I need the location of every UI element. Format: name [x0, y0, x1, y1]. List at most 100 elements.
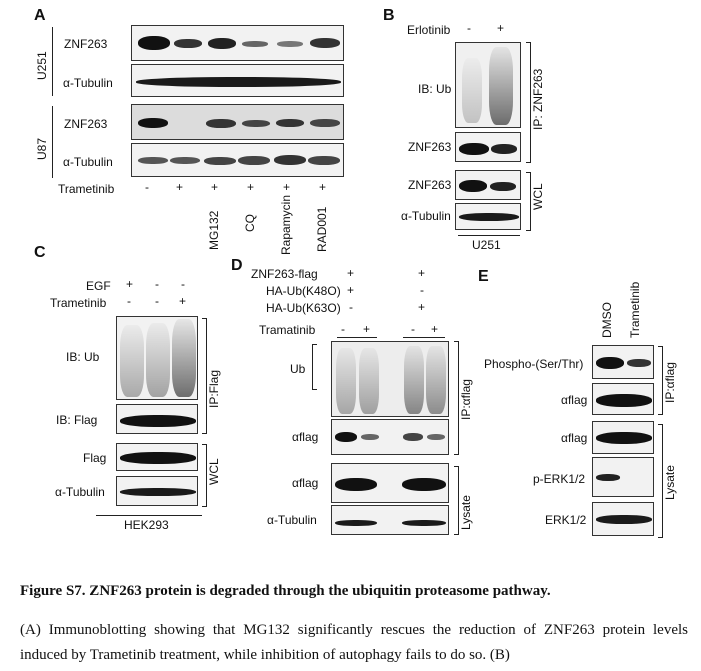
mark-a-1: - — [145, 180, 149, 194]
cond-d-k63: HA-Ub(K63O) — [266, 301, 341, 315]
drug-label-rad001: RAD001 — [315, 207, 329, 252]
blot-a-znf263-u87 — [131, 104, 344, 140]
blot-e-phospho — [592, 345, 654, 379]
panel-a-letter: A — [34, 7, 46, 25]
egf-mark-1: + — [126, 277, 133, 291]
blot-d-flag-ip — [331, 419, 449, 455]
blot-c-tubulin — [116, 476, 198, 506]
mark-a-6: + — [319, 180, 326, 194]
set2-mark-3: + — [418, 300, 425, 314]
wcl-label-c: WCL — [207, 458, 221, 485]
row-label-d-aflag-lysate: αflag — [292, 476, 318, 490]
cell-line-underline-c — [96, 515, 202, 516]
row-label-znf263-u87: ZNF263 — [64, 117, 107, 131]
row-label-c-ibflag: IB: Flag — [56, 413, 97, 427]
wcl-label-b: WCL — [531, 183, 545, 210]
row-label-b-ibub: IB: Ub — [418, 82, 451, 96]
ip-label-b: IP: ZNF263 — [531, 69, 545, 130]
blot-a-tubulin-u87 — [131, 143, 344, 177]
cell-line-u251: U251 — [35, 51, 49, 80]
tram-d-mark-4: + — [431, 322, 438, 336]
mark-a-2: + — [176, 180, 183, 194]
tram-mark-1: - — [127, 294, 131, 308]
cell-line-u87: U87 — [35, 138, 49, 160]
blot-c-ibflag — [116, 404, 198, 434]
blot-d-flag-lysate — [331, 463, 449, 503]
panel-e-letter: E — [478, 268, 489, 286]
figure-caption-body: (A) Immunoblotting showing that MG132 si… — [20, 618, 688, 668]
panel-b-letter: B — [383, 7, 395, 25]
egf-mark-2: - — [155, 277, 159, 291]
tram-mark-3: + — [179, 294, 186, 308]
row-label-e-aflag-ip: αflag — [561, 393, 587, 407]
cell-line-c: HEK293 — [124, 518, 169, 532]
tram-mark-2: - — [155, 294, 159, 308]
column-label-dmso: DMSO — [600, 302, 614, 338]
row-label-e-erk: ERK1/2 — [545, 513, 586, 527]
blot-b-ub — [455, 42, 521, 128]
set2-mark-2: - — [420, 283, 424, 297]
set1-mark-2: + — [347, 283, 354, 297]
tram-underline-d-2 — [403, 337, 445, 338]
row-label-tubulin-u251: α-Tubulin — [63, 76, 113, 90]
u87-bracket — [52, 106, 53, 178]
blot-e-perk — [592, 457, 654, 497]
row-label-c-ibub: IB: Ub — [66, 350, 99, 364]
ip-label-c: IP:Flag — [207, 370, 221, 408]
blot-e-aflag-ip — [592, 383, 654, 415]
trametinib-label-c: Trametinib — [50, 296, 106, 310]
tram-d-mark-2: + — [363, 322, 370, 336]
mark-a-5: + — [283, 180, 290, 194]
column-label-trametinib: Trametinib — [628, 282, 642, 338]
row-label-b-tubulin: α-Tubulin — [401, 209, 451, 223]
ip-label-d: IP:αflag — [459, 379, 473, 420]
cond-d-znf263flag: ZNF263-flag — [251, 267, 318, 281]
lysate-label-d: Lysate — [459, 495, 473, 530]
blot-d-tubulin — [331, 505, 449, 535]
mark-b-1: - — [467, 21, 471, 35]
cell-line-b: U251 — [472, 238, 501, 252]
set1-mark-1: + — [347, 266, 354, 280]
blot-a-tubulin-u251 — [131, 64, 344, 97]
ub-bracket-d — [312, 344, 317, 390]
cond-d-tram: Tramatinib — [259, 323, 315, 337]
row-label-tubulin-u87: α-Tubulin — [63, 155, 113, 169]
mark-b-2: + — [497, 21, 504, 35]
row-label-znf263-u251: ZNF263 — [64, 37, 107, 51]
tram-underline-d-1 — [337, 337, 377, 338]
row-label-e-phospho: Phospho-(Ser/Thr) — [484, 357, 583, 371]
blot-d-ub — [331, 341, 449, 417]
u251-bracket — [52, 27, 53, 96]
row-label-d-ub: Ub — [290, 362, 305, 376]
blot-b-znf263-ip — [455, 132, 521, 162]
erlotinib-label: Erlotinib — [407, 23, 450, 37]
row-label-e-perk: p-ERK1/2 — [533, 472, 585, 486]
row-label-d-tubulin: α-Tubulin — [267, 513, 317, 527]
blot-b-znf263-wcl — [455, 170, 521, 200]
row-label-b-znf263-wcl: ZNF263 — [408, 178, 451, 192]
row-label-c-tubulin: α-Tubulin — [55, 485, 105, 499]
blot-a-znf263-u251 — [131, 25, 344, 61]
panel-c-letter: C — [34, 244, 46, 262]
egf-label-c: EGF — [86, 279, 111, 293]
blot-b-tubulin — [455, 203, 521, 230]
blot-c-flag — [116, 443, 198, 471]
drug-label-rapamycin: Rapamycin — [279, 195, 293, 255]
tram-d-mark-1: - — [341, 322, 345, 336]
set2-mark-1: + — [418, 266, 425, 280]
mark-a-3: + — [211, 180, 218, 194]
lysate-label-e: Lysate — [663, 465, 677, 500]
ip-label-e: IP:αflag — [663, 362, 677, 403]
drug-label-mg132: MG132 — [207, 211, 221, 250]
egf-mark-3: - — [181, 277, 185, 291]
blot-e-aflag-lysate — [592, 421, 654, 454]
cond-d-k48: HA-Ub(K48O) — [266, 284, 341, 298]
set1-mark-3: - — [349, 300, 353, 314]
tram-d-mark-3: - — [411, 322, 415, 336]
row-label-d-aflag-ip: αflag — [292, 430, 318, 444]
trametinib-label-a: Trametinib — [58, 182, 114, 196]
mark-a-4: + — [247, 180, 254, 194]
panel-d-letter: D — [231, 257, 243, 275]
cell-line-underline-b — [458, 235, 520, 236]
drug-label-cq: CQ — [243, 214, 257, 232]
